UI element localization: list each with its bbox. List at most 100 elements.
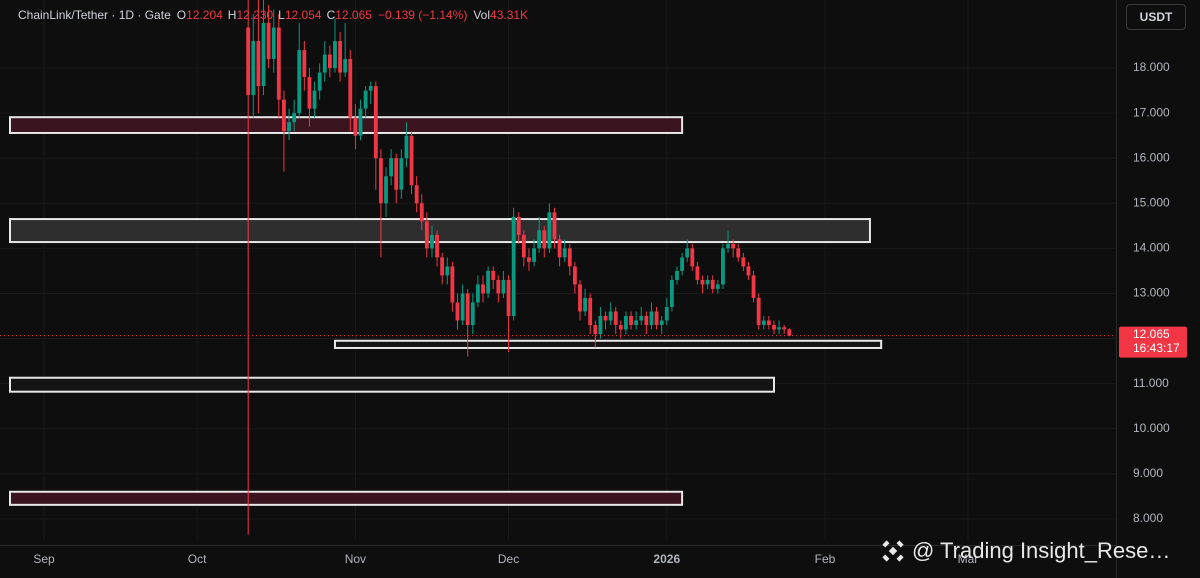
- candle-body: [333, 41, 337, 69]
- candle-body: [312, 90, 317, 109]
- legend-text: 12.230: [236, 8, 274, 22]
- legend-text: O: [176, 8, 187, 22]
- candle-body: [276, 27, 281, 100]
- candle-body: [445, 266, 450, 276]
- candle-body: [348, 59, 353, 118]
- candle-body: [772, 324, 776, 330]
- candle-body: [583, 297, 588, 312]
- candle-body: [680, 257, 685, 271]
- candle-body: [715, 284, 720, 289]
- x-tick-label: Oct: [188, 552, 207, 566]
- legend-text: L: [278, 8, 285, 22]
- legend-text: 12.065: [335, 8, 372, 22]
- candle-body: [634, 320, 639, 325]
- y-tick-label: 17.000: [1133, 105, 1170, 119]
- candle-body: [675, 270, 679, 280]
- y-tick-label: 11.000: [1133, 376, 1169, 390]
- candle-body: [511, 216, 516, 316]
- candle-body: [613, 311, 618, 325]
- candle-body: [307, 77, 312, 109]
- price-tag: [1119, 326, 1187, 358]
- x-tick-label: Mar: [958, 552, 979, 566]
- legend-text: Vol: [473, 8, 491, 22]
- watermark: @ Trading Insight_Rese…: [880, 538, 1170, 564]
- zone: [9, 218, 871, 244]
- y-tick-label: 10.000: [1133, 421, 1170, 435]
- candle-body: [644, 315, 649, 325]
- candle-body: [409, 135, 414, 186]
- candle-body: [741, 257, 746, 267]
- zone: [9, 116, 684, 134]
- legend-text: C: [326, 8, 336, 22]
- candle-body: [557, 239, 562, 258]
- candle-body: [470, 302, 475, 325]
- candle-body: [501, 279, 506, 294]
- candle-body: [593, 324, 598, 335]
- candle-body: [450, 266, 455, 303]
- candle-body: [659, 320, 664, 325]
- y-tick-label: 16.000: [1133, 150, 1170, 164]
- candle-body: [491, 270, 496, 280]
- candle-body: [379, 158, 383, 204]
- currency-button[interactable]: USDT: [1126, 4, 1186, 30]
- candle-body: [618, 324, 623, 330]
- candle-body: [389, 158, 394, 177]
- candle-body: [256, 41, 261, 87]
- candle-body: [302, 50, 307, 78]
- candle-body: [292, 113, 297, 123]
- candle-body: [736, 248, 741, 258]
- candle-body: [496, 279, 501, 294]
- candle-body: [567, 248, 572, 267]
- candle-body: [384, 176, 388, 204]
- zone: [9, 490, 684, 506]
- candle-body: [654, 311, 659, 325]
- zones: [9, 116, 883, 506]
- candle-body: [766, 320, 771, 325]
- candle-body: [363, 90, 368, 109]
- candle-body: [435, 234, 439, 258]
- candle-body: [414, 185, 419, 204]
- legend-text: 12.054: [284, 8, 322, 22]
- legend-text: ChainLink/Tether · 1D · Gate: [18, 8, 171, 22]
- candle-body: [578, 284, 582, 312]
- candle-body: [424, 221, 429, 249]
- candle-body: [782, 327, 787, 330]
- candle-body: [542, 230, 547, 249]
- price-tag-countdown: 16:43:17: [1133, 341, 1180, 355]
- candle-body: [777, 327, 782, 330]
- candle-body: [404, 135, 409, 159]
- candle-body: [751, 275, 756, 298]
- watermark-text: @ Trading Insight_Rese…: [912, 538, 1171, 563]
- candle-body: [251, 41, 256, 96]
- candle-body: [475, 284, 480, 303]
- candle-body: [726, 243, 730, 249]
- legend-text: H: [227, 8, 237, 22]
- candle-body: [261, 22, 266, 87]
- zone: [333, 339, 883, 349]
- y-tick-label: 8.000: [1133, 511, 1163, 525]
- candle-body: [521, 234, 526, 258]
- candle-body: [287, 122, 291, 132]
- candle-body: [787, 329, 792, 336]
- watermark-logo: [882, 540, 904, 562]
- candle-body: [465, 293, 470, 325]
- candle-body: [649, 311, 654, 325]
- candle-body: [322, 54, 327, 73]
- legend-text: 43.31K: [490, 8, 529, 22]
- x-tick-label: Sep: [33, 552, 55, 566]
- candle-body: [327, 54, 332, 69]
- candles: [0, 0, 1116, 535]
- candle-body: [629, 315, 633, 325]
- candle-body: [761, 320, 766, 325]
- candle-body: [705, 279, 710, 285]
- symbol-legend: ChainLink/Tether · 1D · Gate O12.204 H12.2…: [18, 8, 528, 22]
- zone: [9, 376, 775, 393]
- candle-body: [532, 248, 536, 262]
- candle-body: [731, 243, 736, 249]
- candle-body: [297, 50, 302, 114]
- y-tick-label: 15.000: [1133, 195, 1170, 209]
- candle-body: [343, 59, 348, 73]
- candle-body: [481, 284, 485, 294]
